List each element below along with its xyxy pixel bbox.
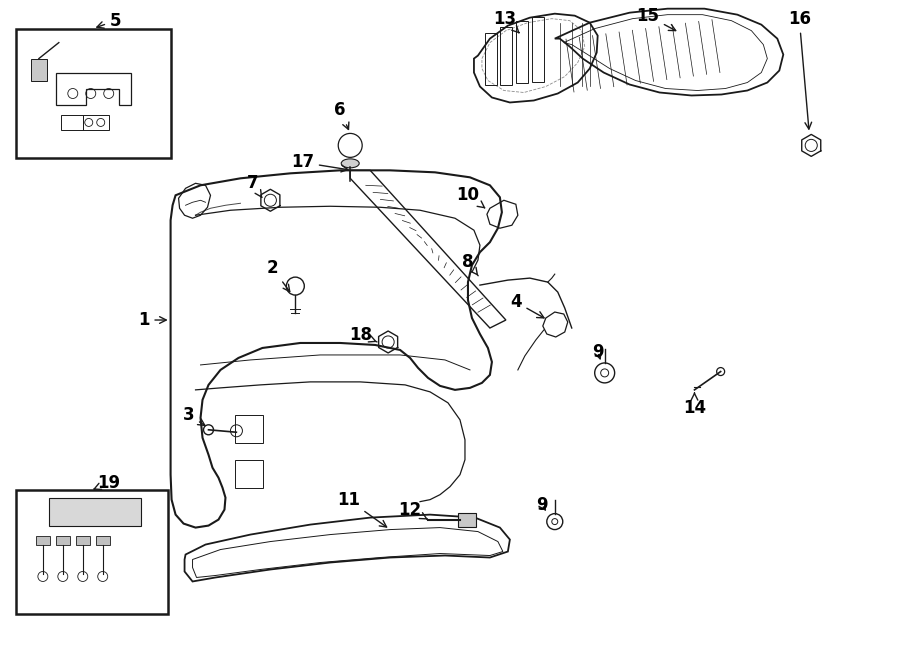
- Bar: [516, 20, 527, 83]
- Text: 4: 4: [510, 293, 544, 318]
- Text: 14: 14: [683, 393, 706, 417]
- Text: 2: 2: [266, 259, 290, 292]
- Bar: [49, 498, 140, 525]
- Text: 17: 17: [291, 153, 348, 172]
- Bar: [16, 490, 167, 615]
- Text: 1: 1: [138, 311, 166, 329]
- Text: 12: 12: [399, 500, 427, 519]
- Bar: [500, 26, 512, 85]
- Bar: [76, 535, 90, 545]
- Bar: [56, 535, 70, 545]
- Text: 16: 16: [788, 10, 812, 129]
- Text: 9: 9: [592, 343, 604, 361]
- Text: 15: 15: [636, 7, 676, 30]
- Bar: [236, 415, 264, 443]
- Bar: [36, 535, 50, 545]
- Text: 13: 13: [493, 10, 519, 33]
- Bar: [458, 513, 476, 527]
- Bar: [485, 32, 497, 85]
- Text: 18: 18: [348, 326, 377, 344]
- Text: 11: 11: [337, 490, 387, 527]
- Text: 6: 6: [335, 101, 349, 130]
- Text: 5: 5: [97, 12, 122, 30]
- Bar: [83, 116, 109, 130]
- Text: 8: 8: [463, 253, 478, 276]
- Bar: [31, 59, 47, 81]
- Bar: [95, 535, 110, 545]
- Text: 10: 10: [456, 186, 485, 208]
- Text: 3: 3: [183, 406, 205, 426]
- Text: 7: 7: [247, 175, 262, 198]
- Ellipse shape: [341, 159, 359, 168]
- Bar: [532, 17, 544, 81]
- Text: 19: 19: [94, 474, 121, 492]
- Text: 9: 9: [536, 496, 547, 514]
- Bar: [236, 460, 264, 488]
- Circle shape: [203, 425, 213, 435]
- Bar: [16, 28, 171, 159]
